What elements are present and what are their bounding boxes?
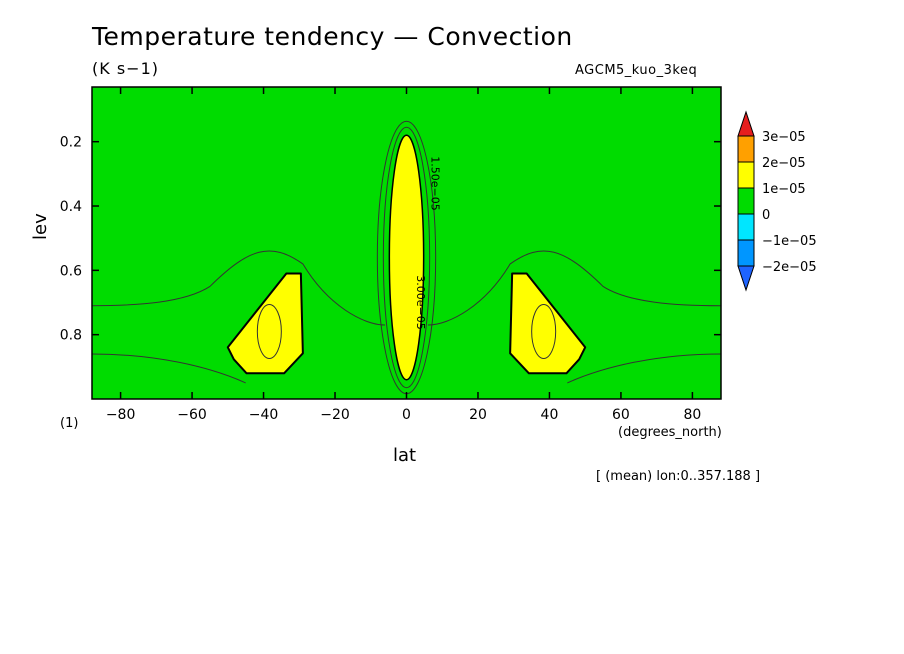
x-tick-label: −20 (320, 407, 350, 423)
model-label: AGCM5_kuo_3keq (575, 63, 698, 78)
x-tick-label: −60 (177, 407, 207, 423)
y-tick-label: 0.4 (60, 199, 82, 215)
southern-yellow-max (226, 272, 304, 375)
colorbar-label: −2e−05 (762, 260, 817, 275)
colorbar-box (737, 187, 755, 215)
y-tick-label: 0.6 (60, 263, 82, 279)
x-units-label: (degrees_north) (618, 425, 722, 440)
longitude-range-label: [ (mean) lon:0..357.188 ] (596, 469, 761, 484)
contour-line-north (427, 250, 722, 326)
colorbar-bottom-arrow (737, 265, 755, 292)
x-tick-label: 80 (683, 407, 701, 423)
contour-line-north-low (567, 353, 722, 384)
y-axis-label: lev (30, 213, 51, 240)
contour-line-south (91, 250, 386, 326)
colorbar-top-arrow (737, 110, 755, 137)
northern-yellow-max (509, 272, 587, 375)
colorbar-box (737, 213, 755, 241)
inner-contour (256, 303, 282, 359)
colorbar-box (737, 135, 755, 163)
chart-title: Temperature tendency — Convection (92, 22, 573, 51)
contour-value-label: 1.50e−05 (429, 156, 442, 210)
y-tick-label: 0.8 (60, 328, 82, 344)
y-tick-label: 0.2 (60, 135, 82, 151)
x-tick-label: −40 (249, 407, 279, 423)
colorbar-label: 1e−05 (762, 182, 806, 197)
colorbar-label: −1e−05 (762, 234, 817, 249)
equatorial-outer-contour (382, 126, 431, 389)
colorbar-box (737, 239, 755, 267)
inner-contour (531, 303, 557, 359)
units-label: (K s−1) (92, 59, 159, 78)
equatorial-yellow-band (388, 134, 425, 381)
contour-value-label: 3.00e−05 (414, 275, 427, 329)
x-tick-label: −80 (106, 407, 136, 423)
colorbar-label: 2e−05 (762, 156, 806, 171)
colorbar-label: 0 (762, 208, 770, 223)
x-tick-label: 20 (469, 407, 487, 423)
scale-label: (1) (60, 416, 79, 431)
x-tick-label: 40 (541, 407, 559, 423)
contour-line-south-low (91, 353, 246, 384)
colorbar-label: 3e−05 (762, 130, 806, 145)
x-tick-label: 0 (402, 407, 411, 423)
x-tick-label: 60 (612, 407, 630, 423)
colorbar-box (737, 161, 755, 189)
x-axis-label: lat (393, 445, 417, 466)
